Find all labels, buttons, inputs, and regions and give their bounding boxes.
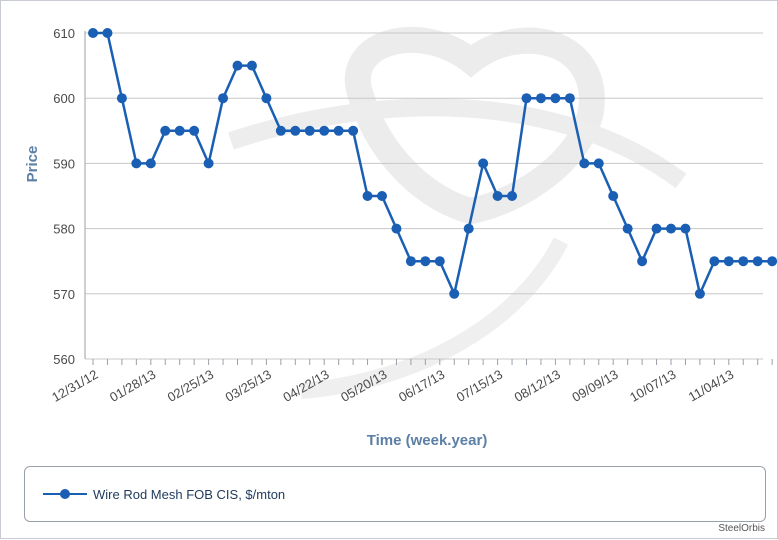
data-point[interactable] bbox=[275, 125, 286, 136]
data-point[interactable] bbox=[160, 125, 171, 136]
data-point[interactable] bbox=[246, 60, 257, 71]
data-point[interactable] bbox=[579, 158, 590, 169]
data-point[interactable] bbox=[218, 93, 229, 104]
data-point[interactable] bbox=[651, 223, 662, 234]
data-point[interactable] bbox=[362, 191, 373, 201]
data-point[interactable] bbox=[637, 256, 648, 267]
y-tick-label: 590 bbox=[53, 156, 75, 171]
data-point[interactable] bbox=[666, 223, 676, 234]
data-point[interactable] bbox=[622, 223, 633, 234]
data-point[interactable] bbox=[694, 288, 705, 299]
legend-label: Wire Rod Mesh FOB CIS, $/mton bbox=[93, 486, 286, 502]
data-point[interactable] bbox=[550, 93, 561, 104]
data-point[interactable] bbox=[738, 256, 749, 267]
data-point[interactable] bbox=[102, 28, 113, 38]
data-point[interactable] bbox=[377, 191, 387, 201]
data-point[interactable] bbox=[463, 223, 474, 234]
data-point[interactable] bbox=[304, 125, 315, 136]
axes: 560 570 580 590 600 610 12/31/12 01/28/13 02/25/… bbox=[49, 26, 773, 405]
x-tick-label: 02/25/13 bbox=[165, 367, 216, 405]
y-tick-label: 560 bbox=[53, 352, 75, 367]
data-point[interactable] bbox=[88, 28, 98, 38]
x-axis-title: Time (week.year) bbox=[367, 432, 488, 449]
y-tick-label: 600 bbox=[53, 91, 75, 106]
y-tick-label: 580 bbox=[53, 222, 75, 237]
data-point[interactable] bbox=[507, 191, 518, 201]
data-point[interactable] bbox=[116, 93, 127, 104]
data-point[interactable] bbox=[709, 256, 720, 267]
data-point[interactable] bbox=[752, 256, 763, 267]
data-point[interactable] bbox=[478, 158, 489, 169]
data-point[interactable] bbox=[203, 158, 214, 169]
data-point[interactable] bbox=[593, 158, 604, 169]
data-point[interactable] bbox=[521, 93, 532, 104]
data-point[interactable] bbox=[449, 288, 460, 299]
data-point[interactable] bbox=[189, 125, 200, 136]
x-tick-label: 11/04/13 bbox=[686, 367, 736, 405]
grid bbox=[85, 32, 763, 360]
data-point[interactable] bbox=[290, 125, 301, 136]
data-point[interactable] bbox=[767, 256, 778, 267]
watermark-logo bbox=[228, 27, 687, 399]
series-layer bbox=[88, 28, 778, 299]
data-point[interactable] bbox=[261, 93, 272, 104]
x-tick-label: 03/25/13 bbox=[223, 367, 274, 405]
data-point[interactable] bbox=[348, 125, 359, 136]
data-point[interactable] bbox=[333, 125, 344, 136]
data-point[interactable] bbox=[434, 256, 445, 267]
data-point[interactable] bbox=[391, 223, 402, 234]
data-point[interactable] bbox=[564, 93, 575, 104]
data-point[interactable] bbox=[680, 223, 691, 234]
data-point[interactable] bbox=[535, 93, 546, 104]
data-point[interactable] bbox=[405, 256, 416, 267]
x-tick-label: 09/09/13 bbox=[569, 367, 620, 405]
data-point[interactable] bbox=[492, 191, 503, 201]
y-tick-label: 610 bbox=[53, 26, 75, 41]
x-tick-label: 01/28/13 bbox=[107, 367, 158, 405]
data-point[interactable] bbox=[420, 256, 431, 267]
y-axis-title: Price bbox=[24, 146, 41, 183]
credit-text: SteelOrbis bbox=[718, 523, 765, 534]
y-tick-label: 570 bbox=[53, 287, 75, 302]
legend-item-wire-rod-mesh[interactable]: Wire Rod Mesh FOB CIS, $/mton bbox=[43, 484, 285, 504]
data-point[interactable] bbox=[608, 191, 619, 201]
x-tick-label: 08/12/13 bbox=[512, 367, 563, 405]
line-marker-icon bbox=[43, 489, 87, 499]
data-point[interactable] bbox=[319, 125, 330, 136]
x-tick-label: 12/31/12 bbox=[49, 367, 100, 405]
data-point[interactable] bbox=[232, 60, 243, 71]
x-tick-label: 10/07/13 bbox=[627, 367, 678, 405]
data-point[interactable] bbox=[723, 256, 734, 267]
x-tick-label: 07/15/13 bbox=[454, 367, 505, 405]
data-point[interactable] bbox=[131, 158, 142, 169]
data-point[interactable] bbox=[145, 158, 156, 169]
data-point[interactable] bbox=[174, 125, 185, 136]
legend: Wire Rod Mesh FOB CIS, $/mton bbox=[24, 466, 766, 522]
